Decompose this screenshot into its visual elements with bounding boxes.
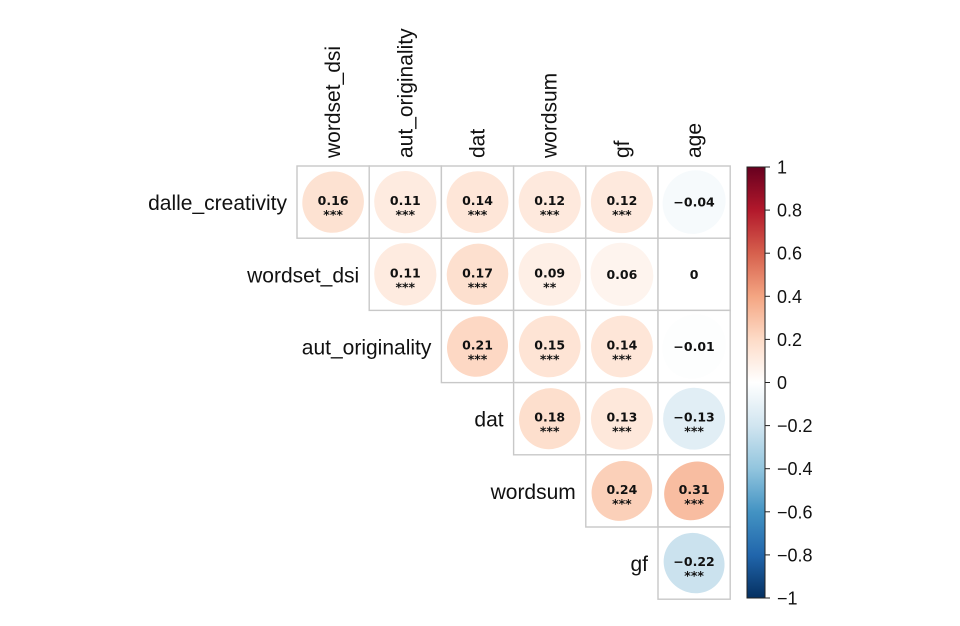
cell-significance-label: *** bbox=[612, 424, 632, 439]
colorbar-tick-label: 0.6 bbox=[777, 244, 802, 264]
cell-value-label: 0.24 bbox=[606, 482, 637, 497]
correlation-ellipse bbox=[664, 461, 725, 521]
correlation-ellipse bbox=[302, 171, 364, 233]
cell-value-label: 0.18 bbox=[534, 410, 565, 425]
row-label: aut_originality bbox=[302, 337, 432, 360]
correlation-ellipse bbox=[518, 315, 581, 378]
cell-significance-label: *** bbox=[395, 207, 415, 222]
cell-value-label: −0.22 bbox=[673, 554, 714, 569]
correlation-ellipse bbox=[590, 171, 653, 234]
correlation-ellipse bbox=[591, 460, 653, 521]
cell-value-label: 0 bbox=[690, 267, 699, 282]
row-label: dalle_creativity bbox=[148, 192, 287, 215]
correlation-ellipse bbox=[662, 314, 726, 379]
colorbar: 1 0.8 0.6 0.4 0.2 0 −0.2 −0.4 −0.6 −0.8 −1 bbox=[746, 158, 813, 609]
row-label: wordsum bbox=[490, 481, 576, 504]
correlation-ellipse bbox=[663, 387, 726, 450]
cell-significance-label: *** bbox=[684, 496, 704, 511]
row-label: dat bbox=[474, 409, 503, 432]
column-label: gf bbox=[611, 140, 634, 158]
colorbar-tick-label: −0.2 bbox=[777, 416, 813, 436]
column-label: wordset_dsi bbox=[322, 46, 345, 159]
correlation-ellipse bbox=[662, 242, 726, 307]
cell-value-label: −0.13 bbox=[673, 410, 714, 425]
cell-significance-label: *** bbox=[540, 207, 560, 222]
cell-value-label: 0.12 bbox=[534, 193, 565, 208]
row-label: wordset_dsi bbox=[246, 264, 359, 287]
colorbar-tick-label: −0.6 bbox=[777, 502, 813, 522]
cell-value-label: 0.17 bbox=[462, 265, 493, 280]
cells-layer: 0.16***0.11***0.14***0.12***0.12***−0.04… bbox=[302, 170, 726, 594]
colorbar-tick-label: 0.4 bbox=[777, 287, 802, 307]
cell-significance-label: *** bbox=[468, 207, 488, 222]
cell-value-label: 0.16 bbox=[318, 193, 349, 208]
column-label: dat bbox=[467, 129, 490, 158]
row-label: gf bbox=[630, 553, 648, 576]
correlation-ellipse bbox=[663, 532, 725, 594]
cell-significance-label: *** bbox=[540, 424, 560, 439]
colorbar-tick-label: −0.8 bbox=[777, 545, 813, 565]
grid-layer bbox=[296, 165, 731, 600]
cell-value-label: 0.31 bbox=[679, 482, 710, 497]
correlation-ellipse bbox=[446, 316, 509, 377]
cell-significance-label: *** bbox=[684, 424, 704, 439]
cell-significance-label: *** bbox=[395, 279, 415, 294]
cell-significance-label: *** bbox=[612, 496, 632, 511]
correlation-ellipse bbox=[590, 242, 654, 306]
correlation-ellipse bbox=[518, 242, 581, 306]
correlation-ellipse bbox=[518, 171, 581, 234]
cell-value-label: 0.11 bbox=[390, 265, 421, 280]
column-label: aut_originality bbox=[394, 28, 417, 158]
cell-value-label: 0.06 bbox=[606, 267, 637, 282]
cell-value-label: −0.04 bbox=[673, 195, 715, 210]
colorbar-tick-label: 0 bbox=[777, 373, 787, 393]
cell-value-label: 0.21 bbox=[462, 338, 493, 353]
colorbar-tick-label: 1 bbox=[777, 158, 787, 178]
colorbar-tick-label: −1 bbox=[777, 589, 798, 609]
labels-layer: dalle_creativity wordset_dsi aut_originali… bbox=[148, 28, 706, 576]
cell-significance-label: *** bbox=[684, 568, 704, 583]
cell-value-label: 0.12 bbox=[606, 193, 637, 208]
cell-significance-label: *** bbox=[468, 352, 488, 367]
cell-significance-label: *** bbox=[612, 352, 632, 367]
correlation-ellipse bbox=[446, 171, 509, 233]
column-label: wordsum bbox=[539, 73, 562, 159]
cell-significance-label: *** bbox=[612, 207, 632, 222]
cell-value-label: 0.11 bbox=[390, 193, 421, 208]
cell-value-label: 0.13 bbox=[606, 410, 637, 425]
cell-significance-label: *** bbox=[323, 207, 343, 222]
correlation-ellipse bbox=[374, 170, 437, 234]
cell-significance-label: *** bbox=[540, 352, 560, 367]
correlation-ellipse bbox=[374, 243, 437, 306]
correlation-ellipse bbox=[662, 170, 726, 234]
cell-value-label: 0.09 bbox=[534, 265, 565, 280]
correlation-ellipse bbox=[590, 315, 653, 378]
correlation-ellipse bbox=[590, 387, 653, 450]
colorbar-gradient bbox=[746, 166, 766, 599]
cell-value-label: 0.14 bbox=[462, 193, 493, 208]
cell-significance-label: *** bbox=[468, 279, 488, 294]
cell-value-label: −0.01 bbox=[673, 339, 714, 354]
correlation-ellipse bbox=[446, 243, 509, 305]
cell-value-label: 0.15 bbox=[534, 338, 565, 353]
colorbar-tick-label: 0.2 bbox=[777, 330, 802, 350]
cell-value-label: 0.14 bbox=[606, 338, 637, 353]
colorbar-tick-label: −0.4 bbox=[777, 459, 813, 479]
cell-significance-label: ** bbox=[543, 279, 557, 294]
correlation-ellipse bbox=[519, 388, 581, 450]
column-label: age bbox=[683, 123, 706, 158]
colorbar-tick-label: 0.8 bbox=[777, 201, 802, 221]
